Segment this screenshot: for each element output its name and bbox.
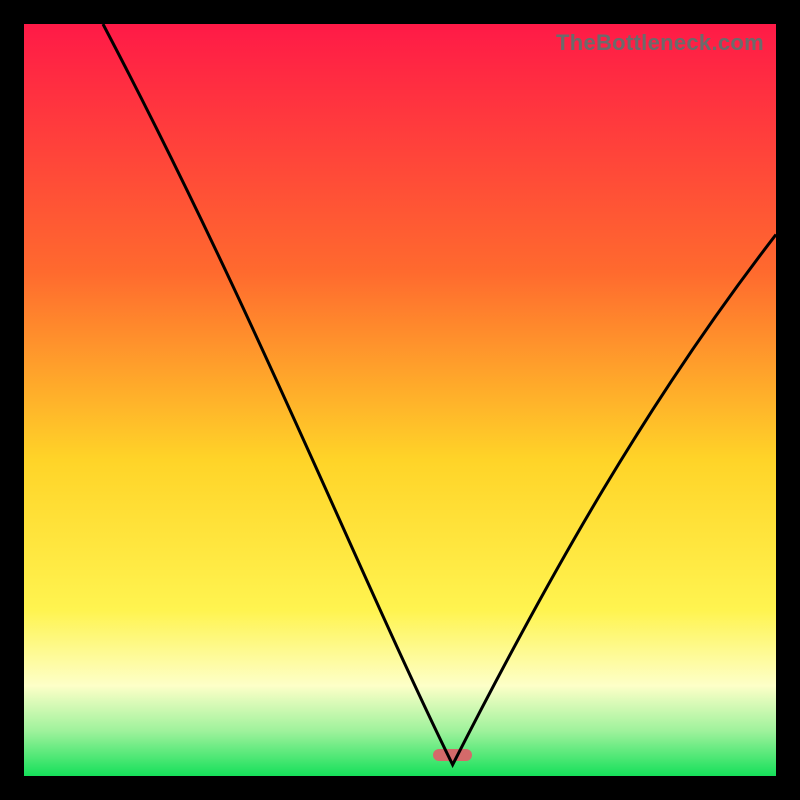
watermark-text: TheBottleneck.com [556,30,764,56]
chart-frame: TheBottleneck.com [0,0,800,800]
apex-marker [433,749,472,761]
plot-background [24,24,776,776]
